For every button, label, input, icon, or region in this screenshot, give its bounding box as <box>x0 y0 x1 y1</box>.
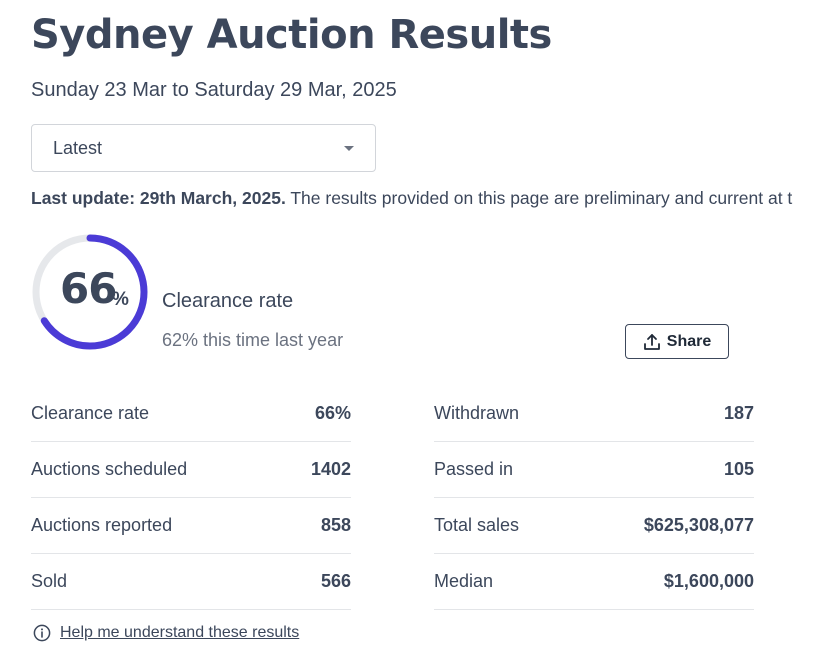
stat-row: Auctions scheduled 1402 <box>31 442 351 498</box>
clearance-rate-label: Clearance rate <box>162 290 294 312</box>
stat-value: 858 <box>320 515 351 535</box>
stat-row: Clearance rate 66% <box>31 386 351 442</box>
share-button-label: Share <box>666 332 712 350</box>
ring-progress <box>32 234 148 350</box>
stat-row: Auctions reported 858 <box>31 498 351 554</box>
stat-row: Passed in 105 <box>434 442 754 498</box>
stat-value: 1402 <box>310 459 351 479</box>
clearance-rate-number: 66 <box>60 264 117 313</box>
stat-row: Withdrawn 187 <box>434 386 754 442</box>
stat-value: $1,600,000 <box>663 571 754 591</box>
stat-row: Sold 566 <box>31 554 351 610</box>
share-button[interactable]: Share <box>625 324 729 359</box>
stat-value: 66% <box>314 403 351 423</box>
stat-row: Median $1,600,000 <box>434 554 754 610</box>
last-update-label: Last update: 29th March, 2025. <box>31 188 286 208</box>
clearance-rate-percent-sign: % <box>112 289 129 310</box>
stat-label: Median <box>434 571 494 591</box>
stats-column-right: Withdrawn 187 Passed in 105 Total sales … <box>434 386 754 610</box>
stat-value: 187 <box>723 403 754 423</box>
clearance-rate-ring <box>32 234 148 350</box>
info-icon <box>33 624 51 642</box>
stat-label: Auctions scheduled <box>31 459 188 479</box>
stat-row: Total sales $625,308,077 <box>434 498 754 554</box>
stat-value: 566 <box>320 571 351 591</box>
stats-column-left: Clearance rate 66% Auctions scheduled 14… <box>31 386 351 610</box>
stat-value: $625,308,077 <box>643 515 754 535</box>
share-upload-icon <box>643 333 660 350</box>
help-section: Help me understand these results <box>33 624 299 642</box>
stat-label: Sold <box>31 571 68 591</box>
help-understand-results-link[interactable]: Help me understand these results <box>60 624 300 641</box>
last-year-comparison: 62% this time last year <box>162 330 344 350</box>
stat-label: Total sales <box>434 515 520 535</box>
stat-label: Auctions reported <box>31 515 173 535</box>
results-period-dropdown[interactable]: Latest <box>31 124 376 172</box>
dropdown-selected-value: Latest <box>53 138 103 158</box>
last-update-text: The results provided on this page are pr… <box>285 188 793 208</box>
page-title: Sydney Auction Results <box>31 12 552 58</box>
stat-label: Clearance rate <box>31 403 150 423</box>
chevron-down-icon <box>344 146 354 151</box>
last-update-notice: Last update: 29th March, 2025. The resul… <box>31 188 826 209</box>
stat-value: 105 <box>723 459 754 479</box>
stat-label: Passed in <box>434 459 514 479</box>
stat-label: Withdrawn <box>434 403 520 423</box>
date-range: Sunday 23 Mar to Saturday 29 Mar, 2025 <box>31 79 397 101</box>
